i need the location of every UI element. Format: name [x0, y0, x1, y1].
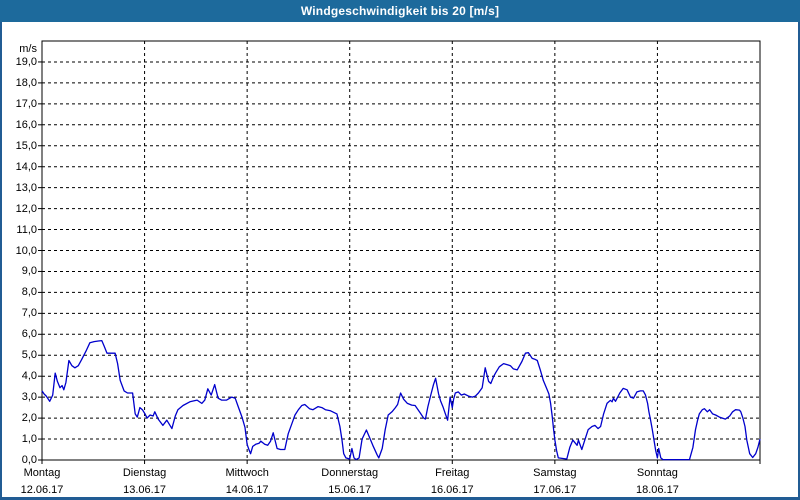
- y-axis-tick-label: 10,0: [15, 244, 37, 257]
- y-axis-tick-label: 19,0: [15, 55, 37, 68]
- y-axis-tick-label: 1,0: [21, 433, 37, 446]
- y-axis-tick-label: 7,0: [21, 307, 37, 320]
- y-axis-tick-label: 18,0: [15, 76, 37, 89]
- x-axis-day-label: Samstag: [533, 467, 577, 479]
- y-axis-tick-label: 9,0: [21, 265, 37, 278]
- y-axis-tick-label: 6,0: [21, 328, 37, 341]
- y-axis-tick-label: 3,0: [21, 391, 37, 404]
- y-axis-tick-label: 8,0: [21, 286, 37, 299]
- chart-area: m/s 0,0 1,0 2,0 3,0 4,0 5,0 6,0 7,0 8,0 9,0 10,0 11,…: [0, 22, 800, 500]
- x-axis-day-label: Donnerstag: [321, 467, 379, 479]
- plot-border: [41, 40, 761, 461]
- x-axis-day-label: Freitag: [435, 467, 470, 479]
- y-axis-tick-label: 4,0: [21, 370, 37, 383]
- chart-title: Windgeschwindigkeit bis 20 [m/s]: [300, 4, 500, 18]
- x-axis-day-label: Montag: [23, 467, 61, 479]
- x-axis-date-label: 14.06.17: [225, 484, 269, 496]
- x-axis-day-label: Dienstag: [122, 467, 167, 479]
- x-axis-date-label: 15.06.17: [328, 484, 372, 496]
- y-axis-tick-label: 16,0: [15, 118, 37, 131]
- y-axis-unit-label: m/s: [19, 43, 37, 55]
- wind-speed-plot: [38, 40, 761, 464]
- x-axis-date-label: 18.06.17: [636, 484, 679, 496]
- y-axis-tick-label: 14,0: [15, 160, 37, 173]
- y-axis-tick-label: 12,0: [15, 202, 37, 215]
- x-axis-day-label: Sonntag: [636, 467, 678, 479]
- x-axis-date-label: 17.06.17: [533, 484, 577, 496]
- y-axis-tick-label: 2,0: [21, 412, 37, 425]
- x-axis-day-label: Mittwoch: [225, 467, 269, 479]
- y-axis-tick-label: 5,0: [21, 349, 37, 362]
- x-axis-date-label: 12.06.17: [20, 484, 64, 496]
- y-axis-tick-label: 0,0: [21, 454, 37, 466]
- y-axis-tick-label: 15,0: [15, 139, 37, 152]
- x-axis-date-label: 16.06.17: [430, 484, 474, 496]
- title-bar: Windgeschwindigkeit bis 20 [m/s]: [0, 0, 800, 22]
- y-axis-tick-label: 17,0: [15, 97, 37, 110]
- y-axis-tick-label: 13,0: [15, 181, 37, 194]
- y-axis-tick-label: 11,0: [16, 223, 37, 236]
- x-axis-date-label: 13.06.17: [123, 484, 166, 496]
- wind-speed-line: [41, 339, 761, 461]
